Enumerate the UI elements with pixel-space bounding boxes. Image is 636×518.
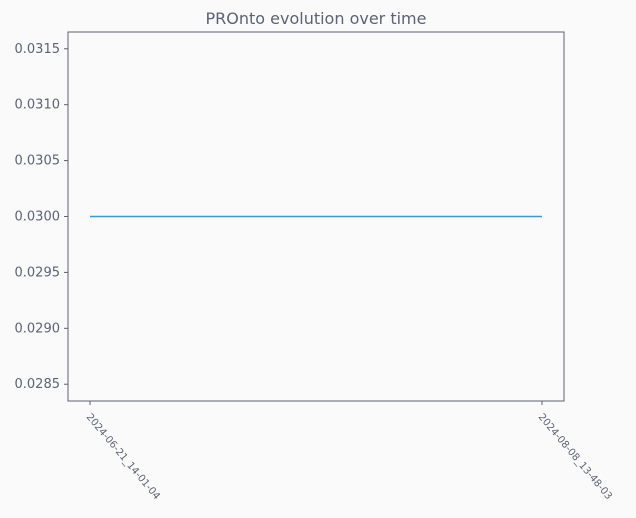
- y-tick-label: 0.0305: [15, 154, 61, 169]
- y-tick-label: 0.0295: [15, 265, 61, 280]
- chart-title: PROnto evolution over time: [206, 9, 427, 28]
- y-tick-label: 0.0290: [15, 321, 61, 336]
- y-tick-label: 0.0310: [15, 98, 61, 113]
- y-tick-label: 0.0315: [15, 42, 61, 57]
- y-tick-label: 0.0285: [15, 377, 61, 392]
- x-tick-label: 2024-08-08_13-48-03: [536, 412, 614, 502]
- plot-area: 0.0285 0.0290 0.0295 0.0300 0.0305 0.0310 0.03…: [15, 31, 614, 502]
- y-tick-label: 0.0300: [15, 210, 61, 225]
- x-tick-label: 2024-06-21_14-01-04: [84, 412, 162, 502]
